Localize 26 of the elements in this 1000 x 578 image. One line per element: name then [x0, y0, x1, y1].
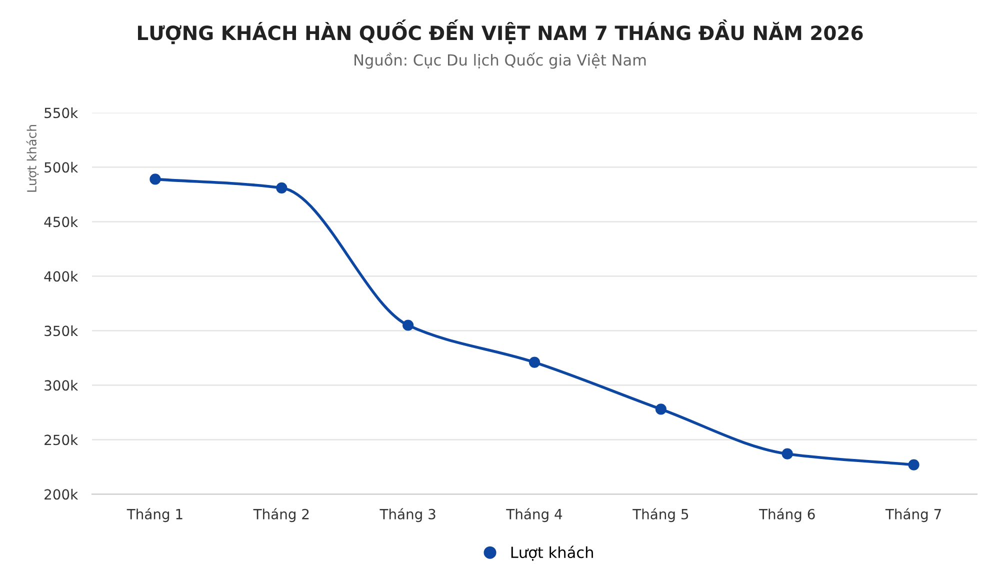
y-tick-label: 550k — [44, 107, 78, 118]
y-tick-label: 400k — [44, 270, 78, 282]
y-tick-label: 450k — [44, 216, 78, 228]
chart-subtitle: Nguồn: Cục Du lịch Quốc gia Việt Nam — [354, 52, 646, 69]
legend-label: Lượt khách — [511, 546, 593, 561]
point — [150, 174, 161, 185]
y-tick-label: 350k — [44, 325, 78, 336]
x-tick-label: Tháng 2 — [253, 508, 309, 522]
y-tick-label: 300k — [44, 380, 78, 391]
point — [782, 448, 793, 460]
x-tick-label: Tháng 4 — [506, 508, 562, 522]
point — [528, 356, 540, 368]
x-tick-label: Tháng 7 — [885, 508, 941, 522]
x-tick-label: Tháng 6 — [758, 508, 815, 522]
x-tick-label: Tháng 5 — [632, 508, 688, 522]
y-tick-label: 200k — [44, 488, 78, 500]
y-tick-label: 250k — [44, 434, 78, 446]
chart-title: LƯỢNG KHÁCH HÀN QUỐC ĐẾN VIỆT NAM 7 THÁNG ĐẦU NĂM 2026 — [138, 19, 863, 44]
x-tick-label: Tháng 1 — [126, 508, 182, 522]
point — [908, 459, 920, 470]
point — [402, 320, 414, 331]
y-axis-title: Lượt khách — [26, 125, 39, 192]
point — [655, 404, 666, 415]
x-tick-label: Tháng 3 — [380, 508, 436, 522]
y-tick-label: 500k — [44, 162, 78, 173]
point — [276, 182, 288, 194]
